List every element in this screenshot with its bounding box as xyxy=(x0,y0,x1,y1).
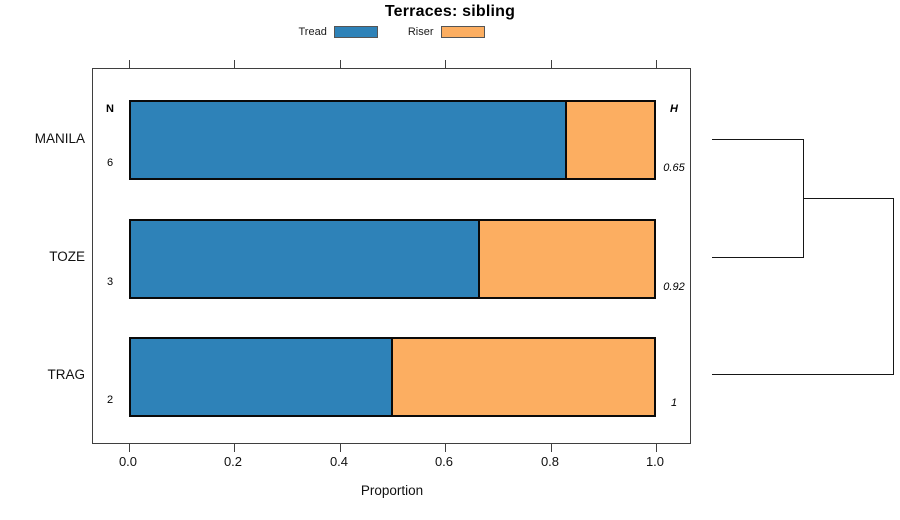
legend-item-riser: Riser xyxy=(408,26,485,38)
dendrogram-leaf-line-toze xyxy=(712,257,803,258)
dendrogram-merge-root xyxy=(893,198,894,375)
bar-trag-riser-segment xyxy=(392,339,654,415)
h-column-header: H xyxy=(670,103,678,115)
x-axis-title: Proportion xyxy=(360,483,424,498)
x-tick xyxy=(656,444,657,452)
x-tick xyxy=(445,444,446,452)
plot-area xyxy=(92,60,691,452)
stacked-bar-toze xyxy=(129,219,656,299)
x-tick-label: 0.0 xyxy=(118,454,138,469)
category-label-trag: TRAG xyxy=(47,367,85,382)
dendrogram-leaf-line-manila xyxy=(712,139,803,140)
x-tick-label: 0.6 xyxy=(434,454,454,469)
h-value-toze: 0.92 xyxy=(663,281,685,293)
legend-label-riser: Riser xyxy=(407,26,434,38)
bar-toze-tread-segment xyxy=(131,221,480,297)
x-tick xyxy=(129,444,130,452)
n-value-toze: 3 xyxy=(106,276,114,288)
legend-item-tread: Tread xyxy=(299,26,378,38)
h-value-manila: 0.65 xyxy=(663,162,685,174)
x-tick xyxy=(234,60,235,68)
x-tick xyxy=(340,444,341,452)
x-tick xyxy=(656,60,657,68)
n-value-trag: 2 xyxy=(106,394,114,406)
chart-title: Terraces: sibling xyxy=(384,3,516,20)
stacked-bar-trag xyxy=(129,337,656,417)
n-value-manila: 6 xyxy=(106,157,114,169)
category-label-manila: MANILA xyxy=(34,131,85,146)
bar-toze-riser-segment xyxy=(479,221,654,297)
riser-swatch-icon xyxy=(440,26,485,38)
x-tick xyxy=(551,444,552,452)
legend-label-tread: Tread xyxy=(298,26,327,38)
bar-trag-tread-segment xyxy=(131,339,393,415)
x-tick-label: 0.8 xyxy=(540,454,560,469)
bar-manila-riser-segment xyxy=(566,102,654,178)
tread-swatch-icon xyxy=(333,26,378,38)
dendrogram-leaf-line-trag xyxy=(712,374,893,375)
stacked-bar-manila xyxy=(129,100,656,180)
bar-manila-tread-segment xyxy=(131,102,567,178)
x-tick xyxy=(234,444,235,452)
x-tick-label: 0.4 xyxy=(329,454,349,469)
x-tick-label: 1.0 xyxy=(645,454,665,469)
x-tick xyxy=(445,60,446,68)
n-column-header: N xyxy=(106,103,114,115)
x-tick xyxy=(129,60,130,68)
category-label-toze: TOZE xyxy=(49,249,85,264)
legend: Tread Riser xyxy=(92,26,691,38)
x-tick xyxy=(551,60,552,68)
x-tick-label: 0.2 xyxy=(223,454,243,469)
x-tick xyxy=(340,60,341,68)
dendrogram-cluster-line xyxy=(803,198,893,199)
h-value-trag: 1 xyxy=(670,397,678,409)
